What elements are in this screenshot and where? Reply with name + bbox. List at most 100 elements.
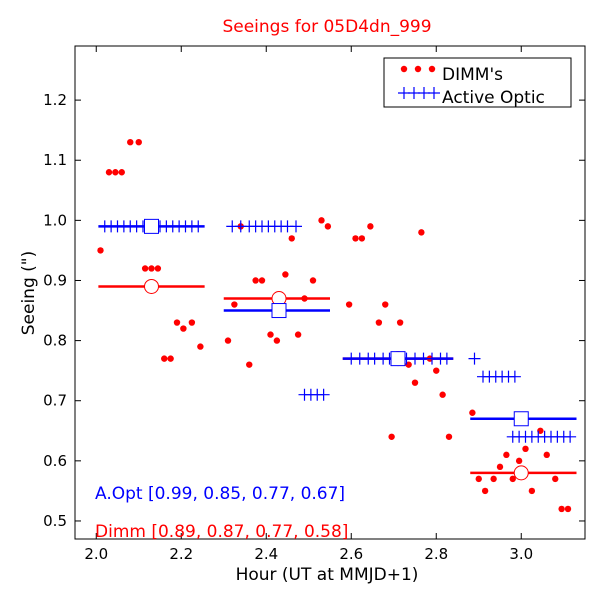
dimm-summary-annotation: Dimm [0.89, 0.87, 0.77, 0.58] (95, 522, 348, 542)
dimm-point (564, 505, 572, 513)
dimm-point (528, 487, 536, 495)
dimm-point (135, 138, 142, 146)
dimm-point (141, 265, 149, 272)
legend-dimm-dot (414, 65, 422, 73)
x-tick-label: 2.4 (254, 545, 278, 563)
chart-title: Seeings for 05D4dn_999 (222, 17, 431, 37)
dimm-point (375, 319, 383, 326)
legend-dimm-dot (400, 65, 408, 73)
x-axis-ticks: 2.0 2.2 2.4 2.6 2.8 3.0 (84, 46, 533, 563)
y-tick-label: 0.9 (43, 271, 67, 289)
dimm-point (345, 301, 353, 308)
dimm-point (173, 319, 181, 326)
aopt-mean-marker (513, 411, 529, 427)
dimm-point (318, 217, 325, 224)
dimm-point (301, 295, 308, 302)
dimm-point (418, 229, 425, 236)
y-tick-label: 1.0 (43, 211, 67, 229)
dimm-point (112, 169, 119, 176)
legend-dimm-dot (428, 65, 436, 73)
y-tick-label: 1.1 (43, 151, 67, 169)
plot-area (97, 138, 577, 513)
dimm-point (515, 457, 523, 465)
dimm-point (469, 409, 476, 416)
aopt-summary-annotation: A.Opt [0.99, 0.85, 0.77, 0.67] (95, 484, 345, 504)
aopt-mean-marker (144, 218, 159, 234)
x-tick-label: 2.0 (84, 545, 108, 563)
dimm-point (367, 223, 374, 230)
dimm-point (197, 343, 204, 350)
dimm-point (481, 487, 489, 495)
dimm-point (224, 337, 232, 344)
y-axis-ticks: 0.5 0.6 0.7 0.8 0.9 1.0 1.1 1.2 (43, 91, 585, 530)
dimm-point (490, 475, 497, 483)
dimm-point (445, 433, 453, 440)
dimm-point (105, 169, 113, 176)
dimm-point (382, 301, 389, 308)
legend-markers (398, 65, 440, 99)
dimm-point (258, 277, 266, 284)
y-tick-label: 1.2 (43, 91, 67, 109)
x-tick-label: 2.8 (424, 545, 448, 563)
dimm-point (288, 235, 295, 242)
dimm-point (267, 331, 274, 338)
dimm-point (309, 277, 317, 284)
aopt-mean-marker (271, 303, 287, 319)
x-tick-label: 2.6 (339, 545, 363, 563)
dimm-point (439, 391, 446, 398)
dimm-point (503, 451, 510, 459)
dimm-point (148, 265, 155, 272)
dimm-point (496, 463, 504, 471)
dimm-point (509, 475, 516, 483)
plot-frame (74, 45, 586, 540)
dimm-point (118, 169, 125, 176)
dimm-point (161, 355, 168, 362)
active-optic-point (192, 220, 205, 233)
dimm-point (522, 445, 529, 453)
dimm-mean-marker (513, 465, 529, 481)
dimm-point (475, 475, 482, 483)
dimm-point (127, 138, 134, 146)
dimm-point (252, 277, 259, 284)
y-tick-label: 0.6 (43, 452, 67, 470)
dimm-point (543, 451, 550, 459)
dimm-point (231, 301, 238, 308)
legend-box (383, 57, 572, 108)
dimm-point (558, 505, 565, 513)
dimm-point (411, 379, 419, 386)
legend: DIMM's Active Optic (383, 57, 572, 108)
legend-label-active-optic: Active Optic (442, 88, 545, 108)
dimm-point (352, 235, 359, 242)
legend-label-dimm: DIMM's (442, 65, 503, 85)
active-optic-point (290, 220, 302, 233)
active-optic-point (468, 352, 481, 365)
dimm-point (273, 337, 281, 344)
y-tick-label: 0.8 (43, 332, 67, 350)
dimm-point (433, 367, 440, 374)
aopt-mean-marker (390, 351, 406, 367)
x-tick-label: 2.2 (169, 545, 193, 563)
y-tick-label: 0.7 (43, 392, 67, 410)
active-optic-point (440, 352, 453, 365)
dimm-mean-marker (144, 278, 159, 294)
active-optic-point (564, 430, 577, 443)
active-optic-point (508, 370, 521, 383)
dimm-point (180, 325, 187, 332)
dimm-point (188, 319, 196, 326)
x-tick-label: 3.0 (509, 545, 533, 563)
dimm-point (358, 235, 366, 242)
y-axis-label: Seeing (") (19, 251, 39, 336)
dimm-point (282, 271, 289, 278)
dimm-point (396, 319, 404, 326)
dimm-point (246, 361, 253, 368)
active-optic-point (317, 388, 330, 401)
dimm-point (167, 355, 174, 362)
dimm-point (154, 265, 162, 272)
y-tick-label: 0.5 (43, 512, 67, 530)
dimm-point (294, 331, 302, 338)
dimm-point (324, 223, 332, 230)
dimm-point (388, 433, 395, 440)
x-axis-label: Hour (UT at MMJD+1) (236, 565, 419, 585)
dimm-point (97, 247, 104, 254)
